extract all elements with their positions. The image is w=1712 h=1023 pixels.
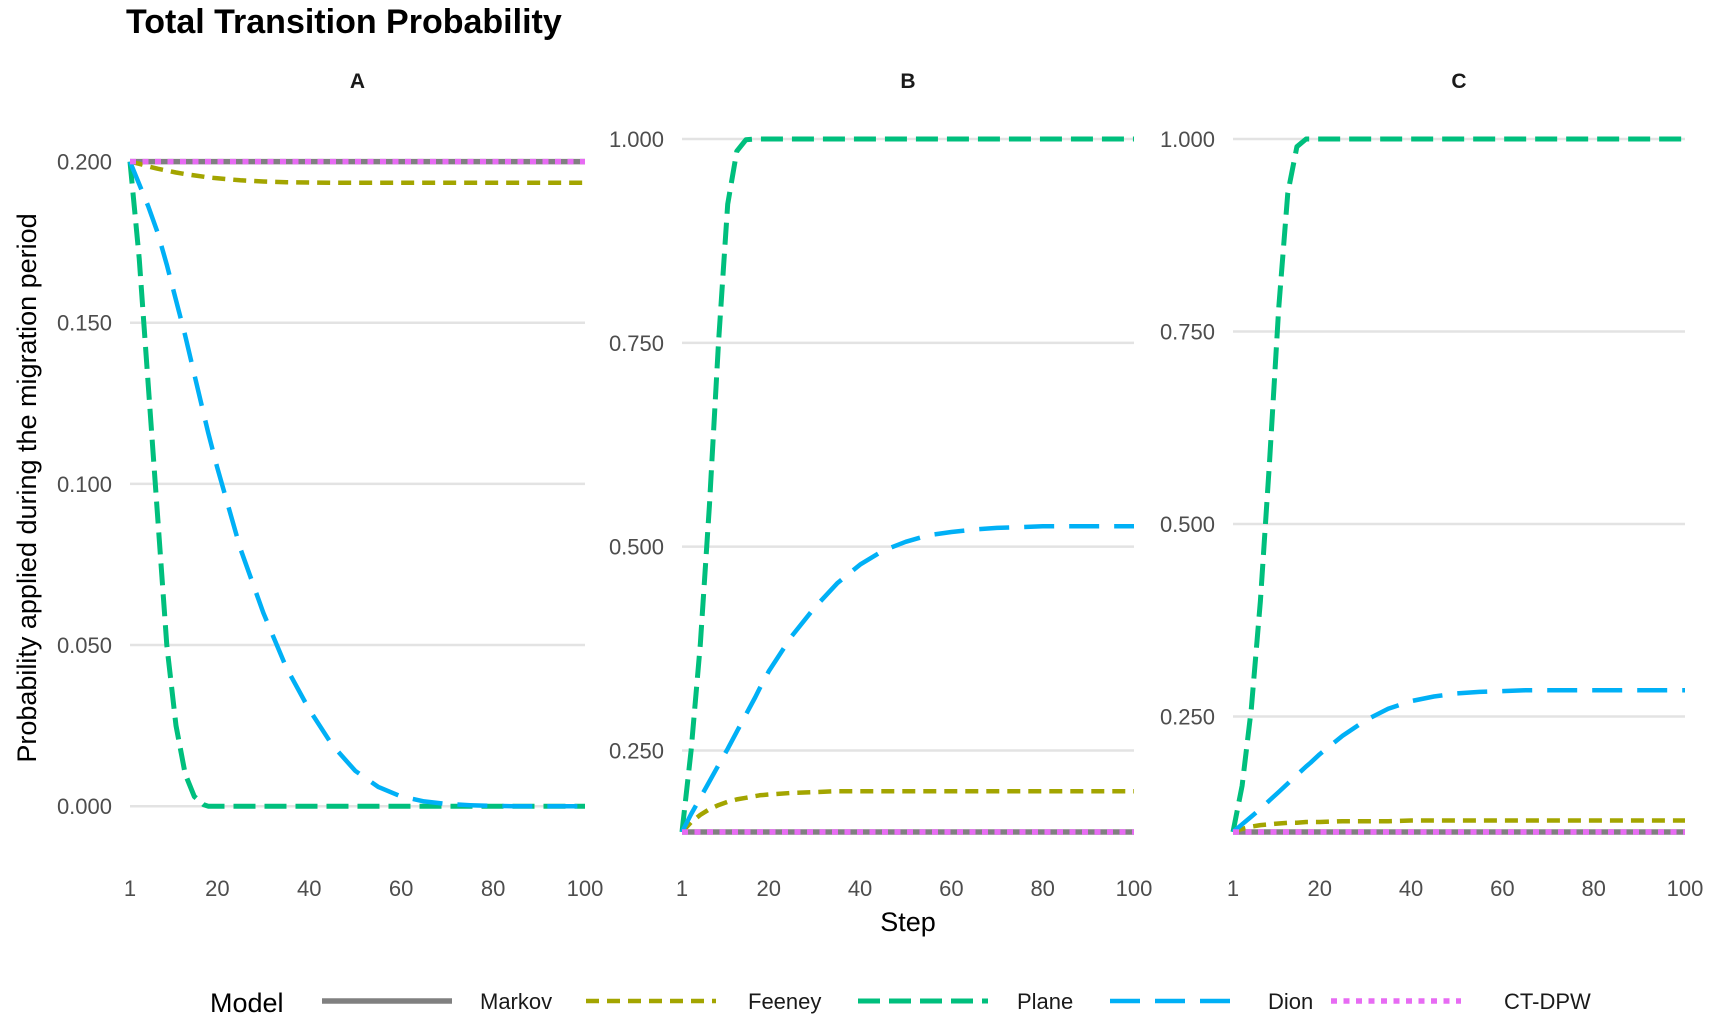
- x-axis-label: Step: [880, 907, 936, 937]
- y-tick-label: 0.050: [57, 633, 112, 658]
- chart-panels: A 0.000 0.050 0.100 0.150 0.200 1 20 40 60 80 100 B 0…: [57, 70, 1703, 901]
- y-tick-label: 0.250: [609, 738, 664, 763]
- x-tick-label: 80: [1581, 876, 1605, 901]
- y-tick-label: 0.100: [57, 472, 112, 497]
- x-tick-label: 20: [757, 876, 781, 901]
- legend-label: Feeney: [748, 989, 821, 1014]
- x-tick-label: 20: [205, 876, 229, 901]
- legend-item-plane: Plane: [858, 989, 1073, 1014]
- x-tick-label: 80: [1030, 876, 1054, 901]
- x-tick-label: 1: [676, 876, 688, 901]
- series-line-feeney: [680, 788, 1134, 834]
- y-tick-label: 0.000: [57, 794, 112, 819]
- series-line-dion: [127, 160, 585, 809]
- legend-title: Model: [210, 988, 284, 1018]
- chart-title: Total Transition Probability: [126, 3, 562, 41]
- panel-a: A 0.000 0.050 0.100 0.150 0.200 1 20 40 60 80 100: [57, 70, 603, 901]
- legend-item-ct-dpw: CT-DPW: [1331, 989, 1591, 1014]
- x-tick-label: 40: [297, 876, 321, 901]
- y-tick-label: 0.200: [57, 150, 112, 175]
- x-tick-label: 60: [939, 876, 963, 901]
- x-tick-label: 60: [1490, 876, 1514, 901]
- panel-c: C 0.250 0.500 0.750 1.000 1 20 40 60 80 100: [1160, 70, 1703, 901]
- x-tick-label: 60: [389, 876, 413, 901]
- x-tick-label: 80: [481, 876, 505, 901]
- legend-label: Dion: [1268, 989, 1313, 1014]
- x-tick-label: 1: [124, 876, 136, 901]
- panel-b: B 0.250 0.500 0.750 1.000 1 20 40 60 80 100: [609, 70, 1152, 901]
- legend-item-feeney: Feeney: [586, 989, 821, 1014]
- facet-label: C: [1451, 70, 1466, 93]
- y-tick-label: 0.500: [609, 535, 664, 560]
- legend-label: Plane: [1017, 989, 1073, 1014]
- series-line-feeney: [1232, 818, 1685, 835]
- facet-label: B: [900, 70, 915, 93]
- series-line-plane: [1230, 136, 1685, 833]
- x-tick-label: 20: [1308, 876, 1332, 901]
- y-tick-label: 0.250: [1160, 705, 1215, 730]
- x-tick-label: 40: [848, 876, 872, 901]
- x-tick-label: 100: [1116, 876, 1153, 901]
- y-tick-label: 0.750: [609, 331, 664, 356]
- series-line-dion: [679, 524, 1134, 834]
- y-tick-label: 0.500: [1160, 512, 1215, 537]
- x-tick-label: 100: [1667, 876, 1704, 901]
- x-tick-label: 40: [1399, 876, 1423, 901]
- series-line-plane: [679, 136, 1134, 833]
- y-tick-label: 0.750: [1160, 320, 1215, 345]
- legend-item-dion: Dion: [1110, 989, 1313, 1014]
- series-line-dion: [1231, 688, 1685, 834]
- legend-label: CT-DPW: [1504, 989, 1591, 1014]
- series-line-feeney: [129, 159, 585, 186]
- x-tick-label: 100: [567, 876, 604, 901]
- y-tick-label: 1.000: [609, 127, 664, 152]
- x-tick-label: 1: [1227, 876, 1239, 901]
- y-tick-label: 1.000: [1160, 127, 1215, 152]
- facet-label: A: [350, 70, 365, 93]
- y-tick-label: 0.150: [57, 311, 112, 336]
- y-axis-label: Probability applied during the migration…: [12, 213, 42, 762]
- chart-legend: Model Markov Feeney Plane Dion CT-DPW: [210, 988, 1591, 1018]
- legend-item-markov: Markov: [322, 989, 552, 1014]
- legend-label: Markov: [480, 989, 552, 1014]
